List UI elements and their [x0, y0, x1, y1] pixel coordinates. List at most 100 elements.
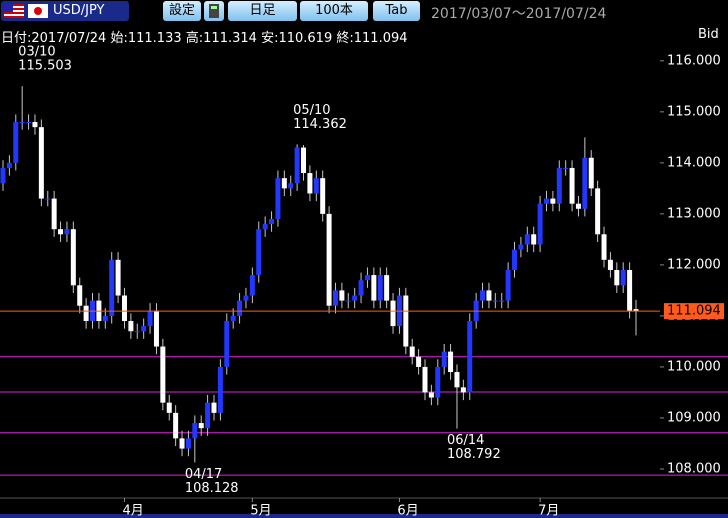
- candle-body: [32, 122, 38, 128]
- candle-body: [409, 346, 415, 357]
- candle-body: [403, 295, 409, 347]
- info-label: 始:: [110, 31, 128, 46]
- candle-body: [633, 309, 639, 312]
- candle-body: [70, 229, 76, 286]
- candle-body: [262, 224, 268, 230]
- count-button[interactable]: 100本: [300, 1, 368, 21]
- candle-body: [51, 198, 57, 230]
- y-tick-label: 113.000: [667, 206, 721, 221]
- candle-body: [249, 275, 255, 296]
- candle-body: [269, 218, 275, 225]
- candle-body: [77, 285, 83, 306]
- candle-body: [211, 402, 217, 413]
- candle-body: [205, 402, 211, 429]
- calculator-button[interactable]: [204, 1, 224, 21]
- candle-body: [147, 310, 153, 327]
- y-tick-label: 114.000: [667, 155, 721, 170]
- candle-body: [83, 305, 89, 322]
- candle-body: [179, 438, 185, 449]
- candle-body: [160, 346, 166, 403]
- info-label: 安:: [261, 31, 279, 46]
- candle-body: [26, 122, 32, 124]
- info-value: 111.133: [127, 31, 182, 46]
- candle-body: [64, 229, 70, 235]
- candle-body: [345, 300, 351, 302]
- candle-body: [19, 122, 25, 124]
- info-value: 110.619: [278, 31, 333, 46]
- x-tick-label: 5月: [250, 504, 271, 518]
- candle-body: [390, 300, 396, 327]
- candle-body: [141, 326, 147, 332]
- candle-body: [601, 234, 607, 260]
- candle-body: [416, 356, 422, 367]
- candle-body: [192, 423, 198, 439]
- info-label: 終:: [336, 31, 354, 46]
- calc-icon: [209, 4, 219, 18]
- candle-body: [480, 290, 486, 301]
- y-tick-label: 109.000: [667, 410, 721, 425]
- candle-body: [607, 259, 613, 270]
- candle-body: [454, 372, 460, 388]
- candle-body: [569, 167, 575, 204]
- annotation-value: 114.362: [293, 117, 347, 132]
- current-price-label: 111.094: [667, 304, 721, 319]
- y-tick-label: 108.000: [667, 461, 721, 476]
- candle-body: [288, 183, 294, 189]
- candle-body: [115, 259, 121, 296]
- annotation-date: 03/10: [18, 45, 55, 60]
- tab-button[interactable]: Tab: [373, 1, 420, 21]
- candle-body: [627, 270, 633, 311]
- candle-body: [512, 249, 518, 270]
- candle-body: [537, 203, 543, 245]
- candle-body: [499, 300, 505, 302]
- candle-body: [217, 366, 223, 413]
- x-tick-label: 4月: [122, 504, 143, 518]
- candle-body: [531, 234, 537, 245]
- candle-body: [320, 178, 326, 214]
- candle-body: [58, 229, 64, 235]
- annotation-date: 04/17: [185, 467, 222, 482]
- symbol-box[interactable]: USD/JPY: [1, 1, 129, 21]
- candle-body: [486, 290, 492, 301]
- candle-body: [339, 290, 345, 301]
- y-tick-label: 110.000: [667, 359, 721, 374]
- candle-body: [422, 366, 428, 393]
- candle-body: [441, 351, 447, 367]
- annotation-value: 115.503: [18, 59, 72, 74]
- current-price-box: [664, 303, 724, 320]
- candle-body: [358, 280, 364, 296]
- candle-body: [505, 270, 511, 301]
- info-label: 日付:: [1, 31, 32, 46]
- symbol: USD/JPY: [53, 3, 105, 18]
- annotation-date: 06/14: [447, 433, 484, 448]
- candle-body: [518, 244, 524, 250]
- candle-body: [13, 122, 19, 163]
- settings-button[interactable]: 設定: [163, 1, 201, 21]
- annotation-value: 108.792: [447, 447, 501, 462]
- info-line: 日付:2017/07/24 始:111.133 高:111.314 安:110.…: [1, 27, 408, 46]
- candle-body: [563, 167, 569, 169]
- candle-body: [435, 366, 441, 398]
- period-button[interactable]: 日足: [228, 1, 297, 21]
- info-value: 111.314: [203, 31, 257, 46]
- candle-body: [524, 234, 530, 245]
- candle-body: [224, 321, 230, 367]
- candle-body: [102, 315, 108, 322]
- candle-body: [467, 321, 473, 393]
- price-side: Bid: [698, 27, 719, 42]
- candle-body: [556, 167, 562, 204]
- candle-body: [313, 178, 319, 194]
- candle-body: [38, 127, 44, 199]
- candle-body: [550, 198, 556, 204]
- candle-body: [326, 213, 332, 306]
- candle-body: [492, 300, 498, 302]
- bottom-bar: [0, 514, 728, 518]
- x-tick-label: 7月: [538, 504, 559, 518]
- date-range: 2017/03/07～2017/07/24: [431, 6, 607, 22]
- candle-body: [448, 351, 454, 373]
- candle-body: [371, 275, 377, 301]
- candle-body: [364, 275, 370, 281]
- candle-body: [588, 157, 594, 189]
- candle-body: [595, 188, 601, 235]
